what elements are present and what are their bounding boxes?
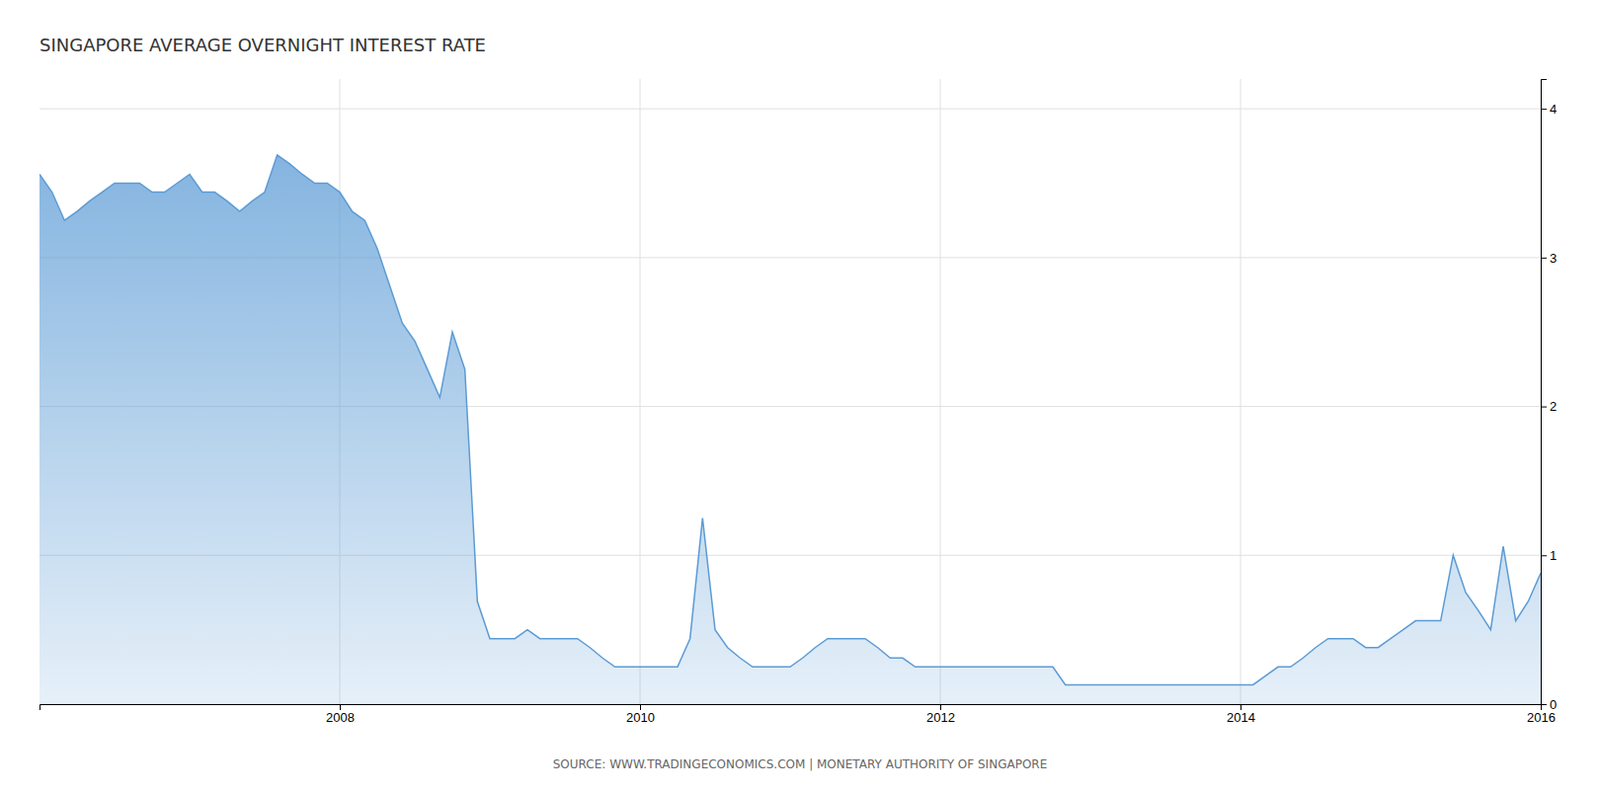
- tick: 3: [1540, 250, 1557, 266]
- tick: 2: [1540, 399, 1557, 414]
- tick-label: 1: [1549, 548, 1557, 563]
- tick-mark: [1540, 704, 1547, 706]
- tick: 2014: [1226, 704, 1256, 725]
- tick-label: 0: [1549, 697, 1557, 713]
- title: SINGAPORE AVERAGE OVERNIGHT INTEREST RAT…: [39, 34, 486, 56]
- tick: 4: [1540, 101, 1557, 117]
- line: [39, 155, 1541, 686]
- tick-label: 2010: [626, 710, 655, 725]
- tick-label: 2016: [1526, 710, 1556, 725]
- tick-label: 2012: [926, 710, 956, 725]
- grid-line: [39, 108, 1541, 110]
- grid-line: [940, 79, 942, 705]
- grid-line: [640, 79, 641, 705]
- tick-mark: [1540, 555, 1547, 557]
- marks: [39, 155, 1541, 705]
- tick-label: 2014: [1226, 710, 1256, 725]
- tick-mark: [1240, 704, 1242, 711]
- grid-line: [1240, 79, 1242, 705]
- y-axis: 0 1 2 3 4: [1540, 80, 1557, 713]
- tick-label: 4: [1549, 101, 1557, 117]
- x-axis: 2008 2010 2012 2014 2016: [40, 704, 1556, 725]
- tick-label: 2008: [325, 710, 355, 725]
- tick-mark: [339, 704, 341, 711]
- plot: 2008 2010 2012 2014 20160 1 2 3 4: [39, 79, 1557, 725]
- tick-label: 3: [1549, 250, 1557, 266]
- area: [39, 155, 1541, 705]
- tick-label: 2: [1549, 399, 1557, 414]
- tick: 2008: [325, 704, 355, 725]
- axis-line: [1541, 80, 1548, 706]
- tick: 1: [1540, 548, 1557, 563]
- tick: 2012: [926, 704, 956, 725]
- tick-mark: [1540, 108, 1547, 110]
- tick-mark: [640, 704, 641, 711]
- tick-mark: [940, 704, 942, 711]
- tick-mark: [1540, 406, 1547, 408]
- tick-mark: [1540, 257, 1547, 259]
- grid: [39, 79, 1541, 705]
- tick: 2010: [626, 704, 655, 725]
- annotation: SOURCE: WWW.TRADINGECONOMICS.COM | MONET…: [553, 757, 1048, 772]
- chart: 2008 2010 2012 2014 20160 1 2 3 4 SINGAPORE AVERA…: [0, 0, 1600, 793]
- tick: 0: [1540, 697, 1557, 713]
- axis-line: [40, 705, 1542, 712]
